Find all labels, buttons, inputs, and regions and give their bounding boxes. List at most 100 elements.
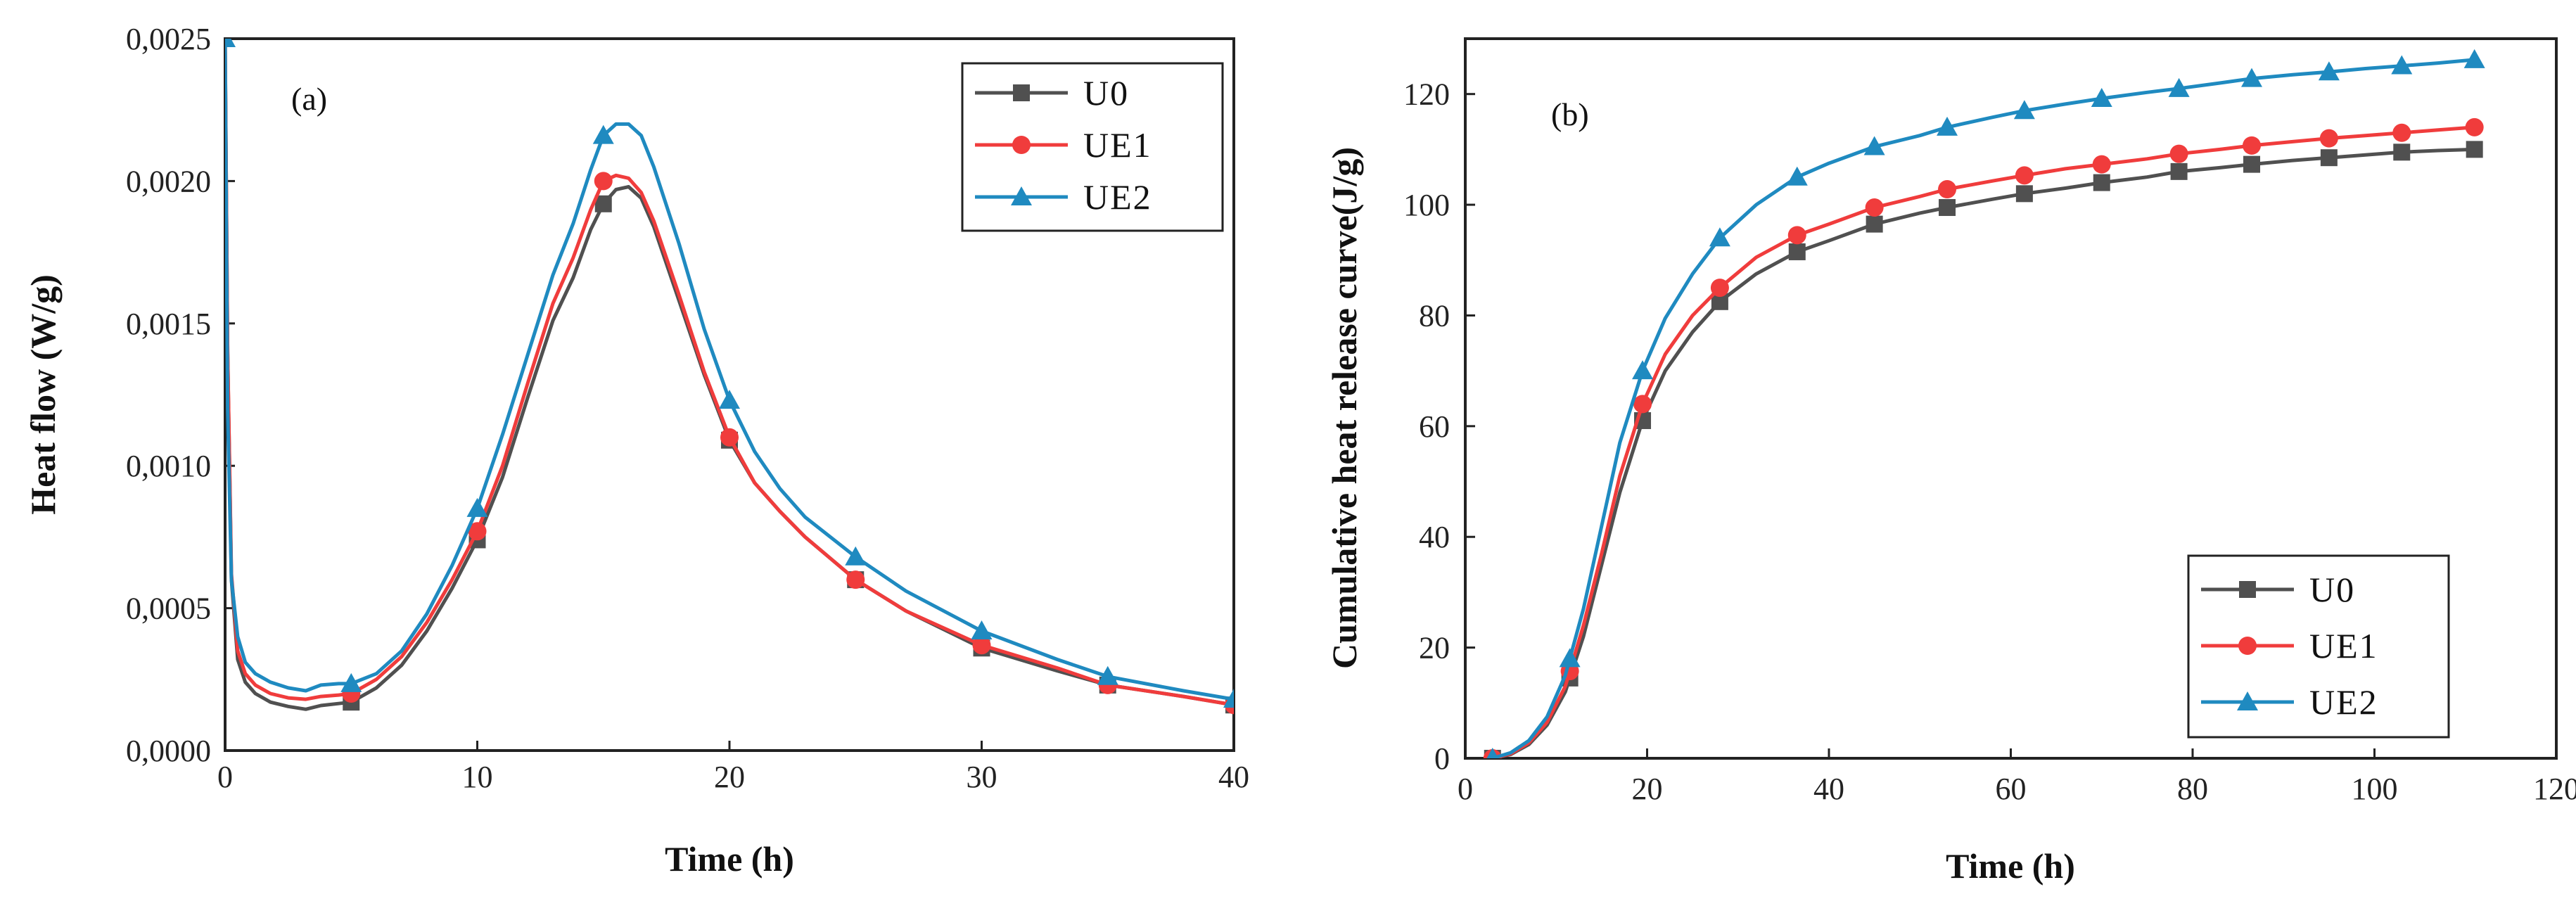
legend-label-ue2-b: UE2 bbox=[2309, 682, 2378, 722]
y-tick-label-a-2: 0,0010 bbox=[126, 449, 211, 483]
data-point-ue2-a-8 bbox=[1223, 689, 1234, 708]
y-tick-label-b-3: 60 bbox=[1419, 409, 1450, 444]
data-point-ue2-b-5 bbox=[1863, 136, 1885, 155]
data-point-ue2-a-3 bbox=[592, 125, 614, 144]
data-point-ue1-a-4 bbox=[846, 570, 865, 589]
data-point-ue1-b-12 bbox=[2392, 123, 2411, 142]
data-point-ue1-b-3 bbox=[1710, 279, 1729, 298]
series-b bbox=[1483, 49, 2485, 758]
y-tick-label-a-5: 0,0025 bbox=[126, 22, 211, 56]
legend-marker-ue1-a bbox=[1012, 136, 1031, 154]
x-tick-label-a-4: 40 bbox=[1218, 760, 1249, 794]
y-tick-label-b-5: 100 bbox=[1403, 188, 1450, 222]
legend-label-ue1-a: UE1 bbox=[1083, 125, 1152, 165]
x-tick-label-b-1: 20 bbox=[1632, 772, 1663, 806]
legend-label-u0-b: U0 bbox=[2309, 570, 2355, 609]
data-point-ue2-b-0 bbox=[1486, 748, 1499, 758]
data-point-ue2-b-13 bbox=[2463, 49, 2485, 68]
data-point-ue2-b-10 bbox=[2241, 68, 2263, 87]
x-tick-label-a-1: 10 bbox=[462, 760, 493, 794]
data-point-ue1-a-1 bbox=[468, 522, 487, 541]
legend-label-ue1-b: UE1 bbox=[2309, 626, 2378, 665]
chart-panel-b: 0 20 40 60 80 100 120 0 20 40 60 80 100 120 (b) Time … bbox=[1325, 37, 2576, 886]
data-point-ue1-a-2 bbox=[594, 172, 613, 191]
ticks-a: 0 10 20 30 40 0,0000 0,0005 0,0010 0,0015 0,0020 0… bbox=[126, 22, 1249, 794]
series-ue1-b bbox=[1483, 117, 2484, 758]
x-tick-label-b-6: 120 bbox=[2533, 772, 2576, 806]
y-axis-title-b: Cumulative heat release curve(J/g) bbox=[1325, 147, 1364, 669]
data-point-ue2-a-4 bbox=[719, 390, 740, 409]
data-point-ue2-a-2 bbox=[466, 497, 488, 517]
data-point-ue2-b-8 bbox=[2091, 87, 2112, 107]
data-point-u0-b-5 bbox=[1866, 215, 1883, 233]
legend-label-u0-a: U0 bbox=[1083, 73, 1129, 113]
series-line-ue1-b bbox=[1492, 125, 2475, 758]
data-point-ue1-b-6 bbox=[1938, 180, 1957, 199]
chart-panel-a: 0 10 20 30 40 0,0000 0,0005 0,0010 0,0015 0,0020 0… bbox=[23, 22, 1249, 879]
data-point-u0-b-8 bbox=[2093, 174, 2110, 191]
x-tick-label-b-4: 80 bbox=[2177, 772, 2208, 806]
y-axis-title-a: Heat flow (W/g) bbox=[23, 274, 63, 515]
data-point-ue1-b-7 bbox=[2015, 166, 2034, 185]
series-ue2-b bbox=[1486, 49, 2485, 758]
data-point-ue1-b-4 bbox=[1787, 226, 1806, 245]
y-tick-label-b-2: 40 bbox=[1419, 520, 1450, 554]
x-tick-label-a-0: 0 bbox=[217, 760, 233, 794]
data-point-ue1-a-3 bbox=[720, 428, 739, 447]
legend-marker-ue1-b bbox=[2238, 637, 2257, 655]
series-a bbox=[225, 39, 1234, 715]
data-point-ue1-b-9 bbox=[2169, 144, 2188, 163]
data-point-ue1-b-8 bbox=[2092, 155, 2111, 174]
data-point-ue2-b-1 bbox=[1559, 648, 1581, 668]
data-point-u0-b-9 bbox=[2170, 162, 2188, 180]
legend-a: U0 UE1 UE2 bbox=[961, 62, 1224, 232]
y-tick-label-a-4: 0,0020 bbox=[126, 164, 211, 198]
series-line-ue1-a bbox=[225, 39, 1234, 707]
x-axis-title-b: Time (h) bbox=[1946, 846, 2075, 886]
data-point-ue2-b-3 bbox=[1709, 227, 1730, 247]
y-tick-label-a-3: 0,0015 bbox=[126, 307, 211, 341]
data-point-ue1-b-2 bbox=[1633, 395, 1652, 414]
series-line-ue2-a bbox=[225, 39, 1234, 701]
data-point-u0-b-10 bbox=[2243, 155, 2261, 173]
data-point-ue1-b-13 bbox=[2465, 117, 2484, 136]
data-point-u0-b-7 bbox=[2015, 185, 2033, 203]
data-point-ue2-b-11 bbox=[2318, 61, 2340, 81]
data-point-ue2-a-6 bbox=[971, 620, 993, 639]
data-point-ue2-a-5 bbox=[845, 546, 867, 566]
data-point-u0-b-4 bbox=[1788, 243, 1806, 260]
series-line-u0-b bbox=[1492, 147, 2475, 758]
ticks-b: 0 20 40 60 80 100 120 0 20 40 60 80 100 120 bbox=[1403, 77, 2576, 806]
y-tick-label-b-1: 20 bbox=[1419, 631, 1450, 665]
data-point-u0-b-6 bbox=[1939, 199, 1956, 217]
data-point-ue2-b-12 bbox=[2391, 55, 2413, 75]
data-point-ue2-a-7 bbox=[1097, 665, 1118, 685]
legend-marker-u0-b bbox=[2239, 581, 2256, 598]
data-point-ue1-b-10 bbox=[2243, 136, 2262, 155]
y-tick-label-a-0: 0,0000 bbox=[126, 734, 211, 768]
data-point-ue2-b-7 bbox=[2013, 100, 2035, 120]
data-point-ue1-a-5 bbox=[972, 636, 991, 655]
data-point-ue2-b-2 bbox=[1632, 360, 1654, 380]
legend-marker-u0-a bbox=[1013, 84, 1030, 101]
x-tick-label-b-2: 40 bbox=[1813, 772, 1844, 806]
x-tick-label-a-3: 30 bbox=[967, 760, 997, 794]
panel-label-a: (a) bbox=[291, 81, 327, 117]
data-point-u0-b-13 bbox=[2466, 141, 2483, 158]
data-point-ue2-b-4 bbox=[1786, 166, 1808, 186]
x-tick-label-b-5: 100 bbox=[2352, 772, 2398, 806]
data-point-ue1-b-11 bbox=[2319, 129, 2338, 148]
data-point-ue2-b-6 bbox=[1937, 116, 1958, 136]
data-point-u0-a-2 bbox=[594, 195, 612, 212]
legend-b: U0 UE1 UE2 bbox=[2187, 554, 2450, 739]
data-point-u0-b-11 bbox=[2320, 149, 2338, 167]
legend-label-ue2-a: UE2 bbox=[1083, 177, 1152, 217]
x-axis-title-a: Time (h) bbox=[665, 839, 794, 879]
series-ue2-a bbox=[225, 39, 1234, 708]
x-tick-label-b-3: 60 bbox=[1996, 772, 2027, 806]
y-tick-label-b-6: 120 bbox=[1403, 77, 1450, 112]
legend-marker-ue2-a bbox=[1011, 186, 1032, 205]
panel-label-b: (b) bbox=[1551, 96, 1589, 132]
data-point-ue1-b-5 bbox=[1865, 198, 1884, 217]
